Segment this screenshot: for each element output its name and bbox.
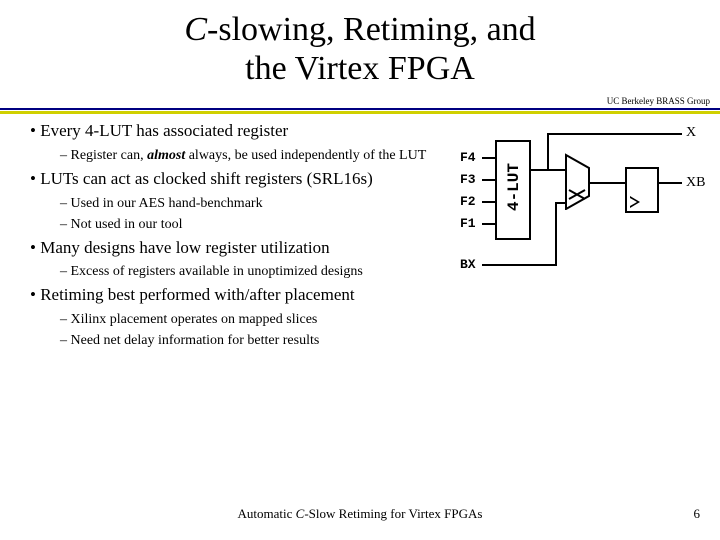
bullet-3-sub-1: Excess of registers available in unoptim… bbox=[60, 263, 430, 282]
flipflop-box bbox=[625, 167, 659, 213]
bullet-1-sub-1: Register can, almost always, be used ind… bbox=[60, 147, 430, 166]
bullet-4: Retiming best performed with/after place… bbox=[30, 284, 430, 307]
divider-blue bbox=[0, 108, 720, 110]
bullet-2: LUTs can act as clocked shift registers … bbox=[30, 168, 430, 191]
affiliation-text: UC Berkeley BRASS Group bbox=[607, 96, 710, 106]
wire bbox=[482, 179, 495, 181]
wire bbox=[482, 201, 495, 203]
footer-post: -Slow Retiming for Virtex FPGAs bbox=[304, 506, 482, 521]
footer-pre: Automatic bbox=[238, 506, 296, 521]
wire bbox=[547, 133, 549, 171]
ff-clock-notch-inner bbox=[630, 198, 637, 206]
bullet-3: Many designs have low register utilizati… bbox=[30, 237, 430, 260]
wire bbox=[482, 157, 495, 159]
pin-f1: F1 bbox=[460, 216, 476, 231]
wire bbox=[547, 133, 682, 135]
bullet-1: Every 4-LUT has associated register bbox=[30, 120, 430, 143]
bullet-2-sub-1: Used in our AES hand-benchmark bbox=[60, 195, 430, 214]
title-line2: the Virtex FPGA bbox=[245, 50, 475, 87]
pin-f3: F3 bbox=[460, 172, 476, 187]
wire bbox=[589, 182, 625, 184]
bullet-4-sub-2: Need net delay information for better re… bbox=[60, 332, 430, 351]
lut-label: 4-LUT bbox=[505, 137, 523, 237]
pin-f4: F4 bbox=[460, 150, 476, 165]
mux-icon bbox=[565, 140, 595, 210]
output-xb: XB bbox=[686, 175, 705, 191]
pin-bx: BX bbox=[460, 257, 476, 272]
pin-f2: F2 bbox=[460, 194, 476, 209]
divider-yellow bbox=[0, 111, 720, 114]
wire bbox=[482, 264, 557, 266]
output-x: X bbox=[686, 125, 696, 141]
b1s1c: always, be used independently of the LUT bbox=[185, 148, 426, 163]
bullet-2-sub-2: Not used in our tool bbox=[60, 216, 430, 235]
wire bbox=[555, 202, 557, 266]
bullet-content: Every 4-LUT has associated register Regi… bbox=[30, 120, 430, 353]
bullet-4-sub-1: Xilinx placement operates on mapped slic… bbox=[60, 311, 430, 330]
footer-text: Automatic C-Slow Retiming for Virtex FPG… bbox=[0, 506, 720, 522]
b1s1b: almost bbox=[147, 148, 185, 163]
slide-title: C-slowing, Retiming, and the Virtex FPGA bbox=[0, 0, 720, 88]
page-number: 6 bbox=[694, 506, 701, 522]
title-rest: -slowing, Retiming, and bbox=[207, 11, 536, 48]
b1s1a: Register can, bbox=[71, 148, 148, 163]
title-italic-c: C bbox=[184, 11, 207, 48]
lut-diagram: F4 F3 F2 F1 BX 4-LUT X XB bbox=[450, 125, 700, 285]
wire bbox=[482, 223, 495, 225]
wire bbox=[659, 182, 682, 184]
wire bbox=[555, 202, 565, 204]
